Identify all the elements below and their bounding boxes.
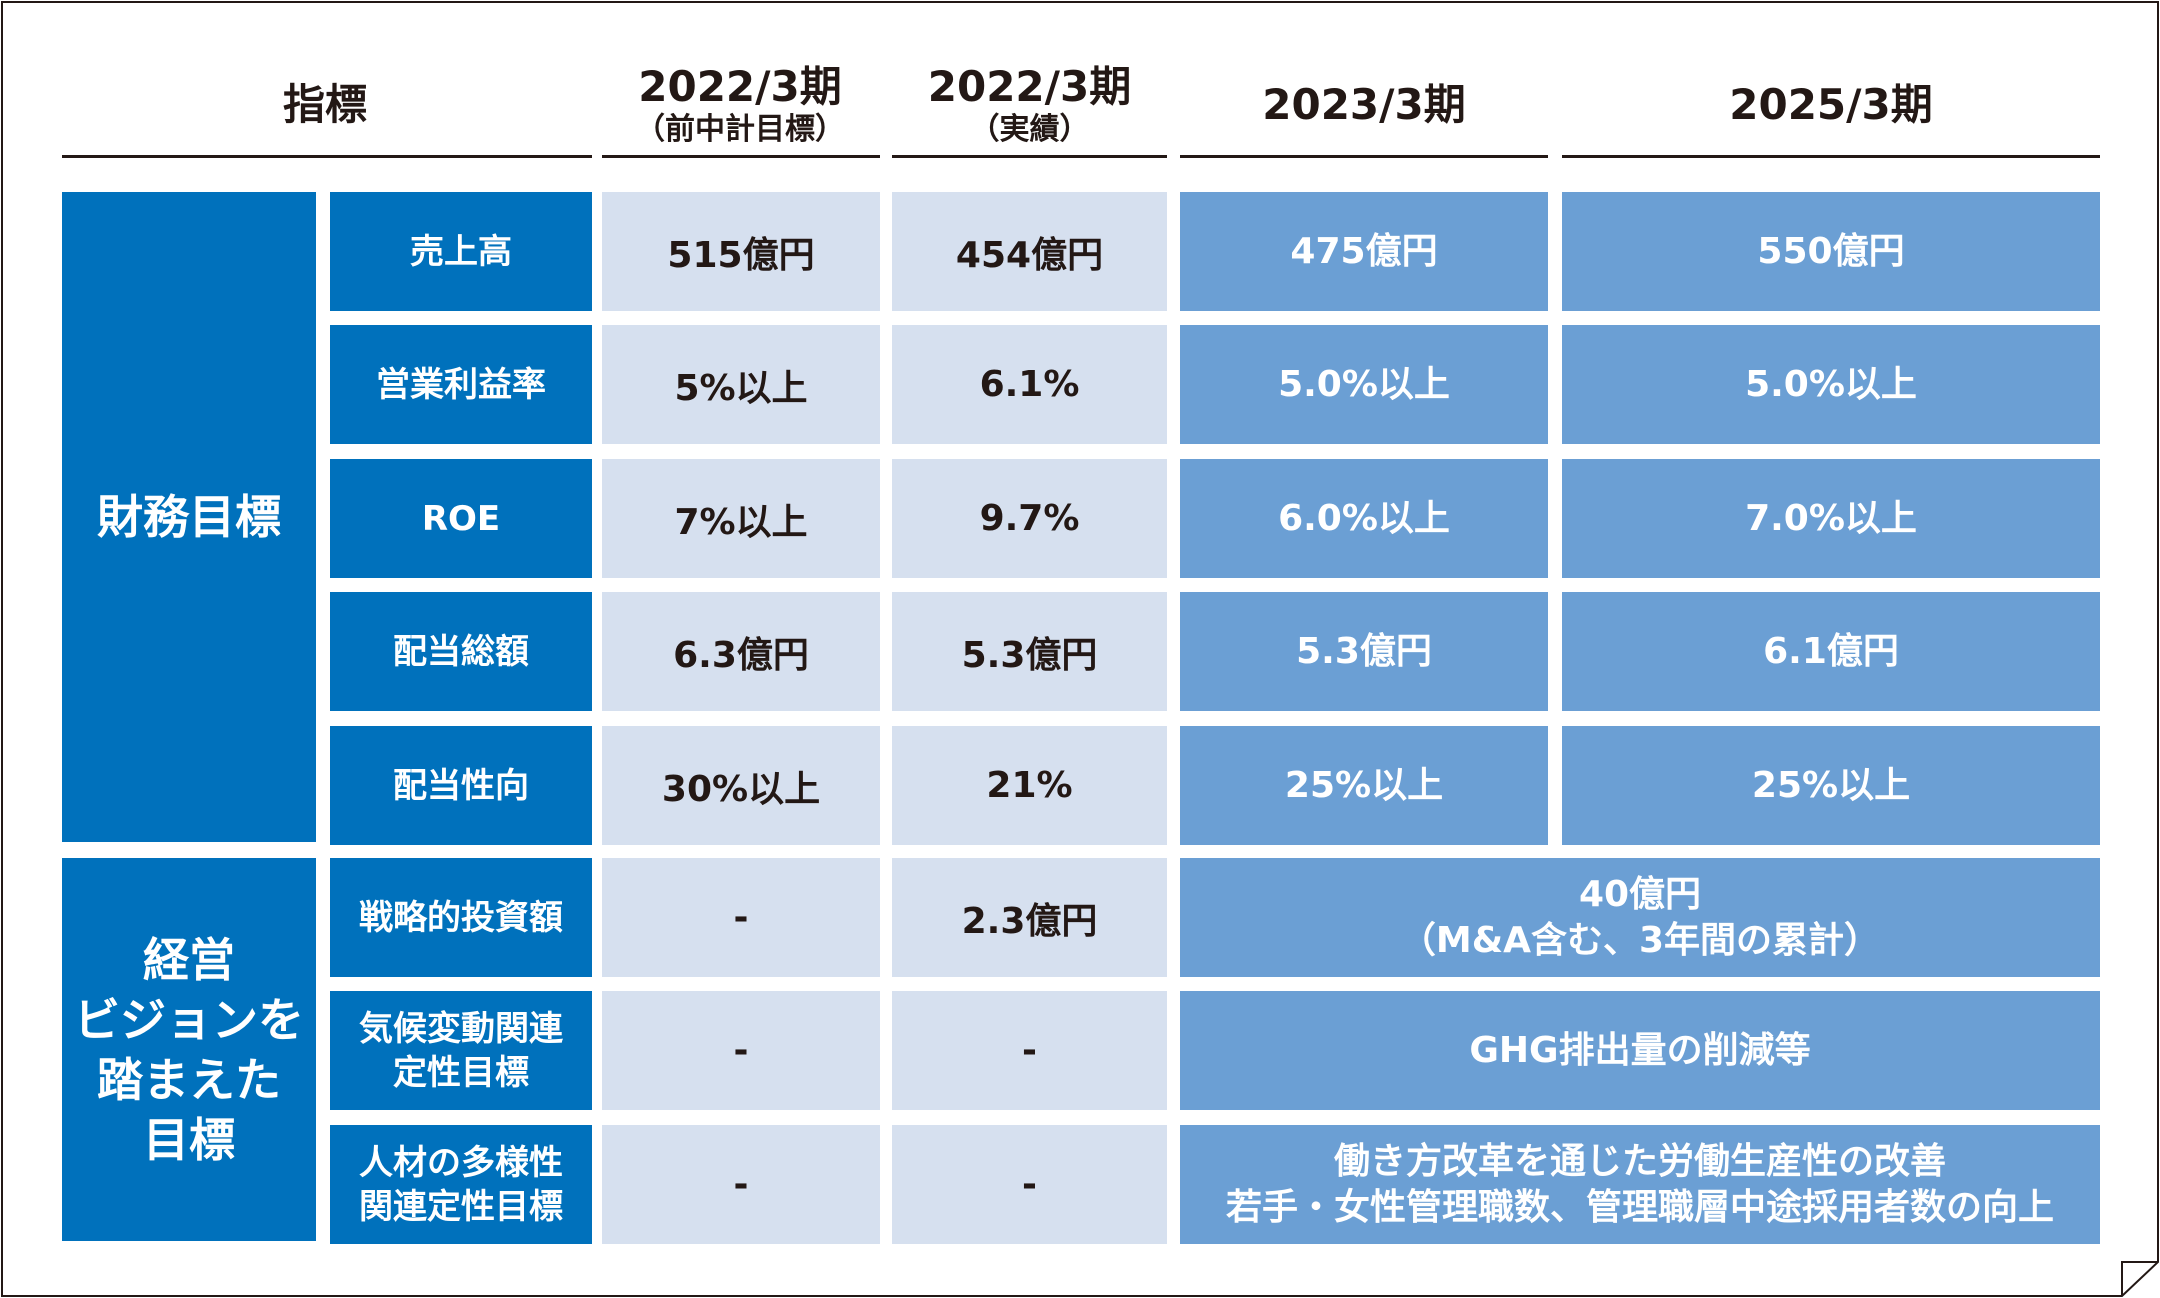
- cell-value: 5.3億円: [961, 634, 1098, 676]
- header-fy2022-target: 2022/3期 （前中計目標）: [635, 62, 845, 147]
- cell-value: 6.0%以上: [1278, 497, 1450, 539]
- value-cell-v1: 515億円: [602, 192, 880, 311]
- row-label: 配当性向: [330, 726, 592, 845]
- text-line: ビジョンを: [74, 992, 304, 1047]
- value-cell-v3: 25%以上: [1180, 726, 1548, 845]
- category-financial: 財務目標: [62, 192, 316, 842]
- header-underline: [1562, 155, 2100, 158]
- row-label: 戦略的投資額: [330, 858, 592, 977]
- value-cell-v4: 550億円: [1562, 192, 2100, 311]
- cell-value: 550億円: [1757, 230, 1905, 272]
- row-label: 気候変動関連 定性目標: [330, 991, 592, 1110]
- cell-value: 5%以上: [674, 367, 808, 409]
- value-cell-v2: 454億円: [892, 192, 1167, 311]
- value-cell-v4: 6.1億円: [1562, 592, 2100, 711]
- value-cell-v4: 5.0%以上: [1562, 325, 2100, 444]
- text-line: 40億円: [1578, 873, 1702, 915]
- text-line: （M&A含む、3年間の累計）: [1399, 919, 1881, 961]
- header-underline: [892, 155, 1167, 158]
- cell-value: -: [733, 897, 749, 938]
- row-label: 人材の多様性 関連定性目標: [330, 1125, 592, 1244]
- value-cell-v3: 5.0%以上: [1180, 325, 1548, 444]
- text-line: ROE: [421, 498, 501, 539]
- cell-value: 25%以上: [1751, 764, 1911, 806]
- category-vision: 経営 ビジョンを 踏まえた 目標: [62, 858, 316, 1241]
- header-underline: [602, 155, 880, 158]
- cell-value: -: [1022, 1030, 1037, 1071]
- header-indicator-label: 指標: [282, 80, 367, 129]
- cell-value: 9.7%: [979, 498, 1080, 539]
- cell-value: 7.0%以上: [1745, 497, 1917, 539]
- cell-value: -: [733, 1030, 749, 1071]
- text-line: 財務目標: [97, 490, 281, 544]
- value-cell-v1: 7%以上: [602, 459, 880, 578]
- row-label: 営業利益率: [330, 325, 592, 444]
- text-line: 経営: [143, 932, 235, 987]
- cell-value: -: [1022, 1164, 1037, 1205]
- text-line: 配当性向: [393, 765, 529, 806]
- text-line: 目標: [143, 1112, 235, 1167]
- value-cell-v4: 7.0%以上: [1562, 459, 2100, 578]
- value-cell-v3: 6.0%以上: [1180, 459, 1548, 578]
- row-label: ROE: [330, 459, 592, 578]
- cell-value: 6.1%: [979, 364, 1080, 405]
- text-line: 営業利益率: [376, 364, 546, 405]
- row-label: 配当総額: [330, 592, 592, 711]
- cell-value: 475億円: [1290, 230, 1438, 272]
- value-cell-v4: 25%以上: [1562, 726, 2100, 845]
- text-line: GHG排出量の削減等: [1469, 1029, 1811, 1071]
- cell-value: 454億円: [955, 234, 1104, 276]
- value-cell-v1: -: [602, 1125, 880, 1244]
- cell-value: 5.0%以上: [1278, 363, 1450, 405]
- cell-value: 7%以上: [674, 501, 808, 543]
- value-cell-v2: -: [892, 991, 1167, 1110]
- value-cell-merged: GHG排出量の削減等: [1180, 991, 2100, 1110]
- value-cell-v2: 6.1%: [892, 325, 1167, 444]
- row-label: 売上高: [330, 192, 592, 311]
- value-cell-v3: 475億円: [1180, 192, 1548, 311]
- cell-value: 30%以上: [661, 768, 821, 810]
- header-indicator: 指標: [60, 50, 590, 160]
- text-line: 売上高: [410, 231, 512, 272]
- value-cell-v1: -: [602, 858, 880, 977]
- value-cell-v2: 9.7%: [892, 459, 1167, 578]
- value-cell-v2: 5.3億円: [892, 592, 1167, 711]
- text-line: 若手・女性管理職数、管理職層中途採用者数の向上: [1225, 1186, 2054, 1228]
- cell-value: 6.1億円: [1763, 630, 1899, 672]
- header-fy2022-actual: 2022/3期 （実績）: [927, 62, 1132, 147]
- text-line: 関連定性目標: [359, 1186, 563, 1227]
- value-cell-merged: 40億円 （M&A含む、3年間の累計）: [1180, 858, 2100, 977]
- cell-value: 21%: [986, 765, 1073, 806]
- value-cell-v1: 6.3億円: [602, 592, 880, 711]
- header-fy2025: 2025/3期: [1729, 80, 1933, 129]
- header-underline: [62, 155, 592, 158]
- value-cell-v1: 5%以上: [602, 325, 880, 444]
- text-line: 人材の多様性: [359, 1142, 563, 1183]
- value-cell-v2: -: [892, 1125, 1167, 1244]
- text-line: 定性目標: [393, 1052, 529, 1093]
- cell-value: 6.3億円: [673, 634, 809, 676]
- value-cell-v1: 30%以上: [602, 726, 880, 845]
- value-cell-v2: 21%: [892, 726, 1167, 845]
- cell-value: 25%以上: [1284, 764, 1444, 806]
- cell-value: 2.3億円: [961, 900, 1098, 942]
- text-line: 気候変動関連: [359, 1008, 563, 1049]
- cell-value: -: [733, 1164, 749, 1205]
- cell-value: 5.3億円: [1296, 630, 1432, 672]
- header-fy2023: 2023/3期: [1262, 80, 1466, 129]
- cell-value: 5.0%以上: [1745, 363, 1917, 405]
- value-cell-v2: 2.3億円: [892, 858, 1167, 977]
- text-line: 踏まえた: [97, 1052, 281, 1107]
- cell-value: 515億円: [667, 234, 815, 276]
- value-cell-v3: 5.3億円: [1180, 592, 1548, 711]
- text-line: 働き方改革を通じた労働生産性の改善: [1333, 1140, 1946, 1182]
- text-line: 戦略的投資額: [359, 897, 563, 938]
- header-underline: [1180, 155, 1548, 158]
- text-line: 配当総額: [393, 631, 529, 672]
- value-cell-merged: 働き方改革を通じた労働生産性の改善 若手・女性管理職数、管理職層中途採用者数の向上: [1180, 1125, 2100, 1244]
- value-cell-v1: -: [602, 991, 880, 1110]
